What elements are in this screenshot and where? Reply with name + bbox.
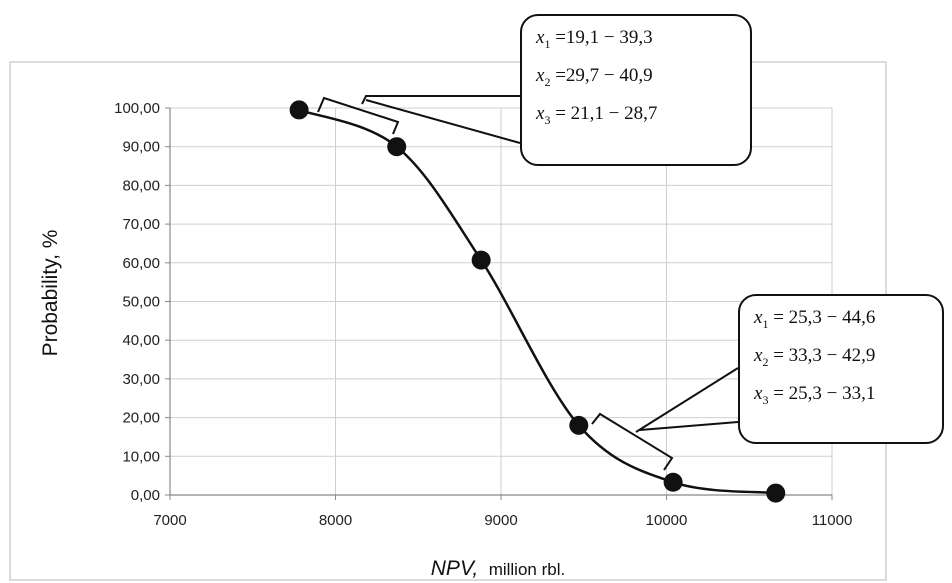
callout-2-leader (591, 367, 739, 471)
callout-var: x (536, 102, 545, 124)
callout-sub: 3 (762, 392, 769, 407)
y-tick-label: 60,00 (122, 255, 160, 272)
y-tick-label: 40,00 (122, 332, 160, 349)
data-point (289, 100, 309, 120)
x-axis-title-unit: million rbl. (489, 560, 566, 579)
callout-box-bottom: x1 = 25,3 − 44,6 x2 = 33,3 − 42,9 x3 = 2… (738, 294, 944, 444)
y-tick-label: 80,00 (122, 177, 160, 194)
callout-line: x2 =29,7 − 40,9 (536, 60, 736, 98)
callout-sub: 1 (544, 36, 551, 51)
x-tick-label: 11000 (812, 512, 853, 529)
y-tick-label: 0,00 (131, 487, 160, 504)
callout-line: x3 = 21,1 − 28,7 (536, 98, 736, 136)
y-tick-labels: 0,00 10,00 20,00 30,00 40,00 50,00 60,00 70,00 8… (114, 100, 160, 504)
callout-range: =19,1 − 39,3 (555, 27, 653, 48)
callout-range: = 33,3 − 42,9 (773, 344, 876, 366)
x-tick-label: 7000 (153, 512, 186, 529)
callout-var: x (536, 64, 545, 86)
callout-var: x (754, 344, 763, 366)
y-tick-label: 100,00 (114, 100, 160, 117)
callout-sub: 3 (544, 112, 551, 127)
y-tick-label: 70,00 (122, 216, 160, 233)
callout-range: = 25,3 − 33,1 (773, 382, 876, 404)
axes (165, 107, 833, 500)
x-axis-title-npv: NPV, (431, 557, 478, 580)
data-point (663, 472, 683, 492)
x-tick-label: 9000 (484, 512, 517, 529)
callout-range: = 25,3 − 44,6 (773, 307, 876, 328)
data-point (471, 250, 491, 270)
x-axis-title: NPV, million rbl. (431, 557, 565, 580)
callout-sub: 2 (544, 74, 551, 89)
callout-range: = 21,1 − 28,7 (555, 102, 658, 124)
y-tick-label: 30,00 (122, 371, 160, 388)
callout-sub: 2 (762, 354, 769, 369)
callout-line: x3 = 25,3 − 33,1 (754, 378, 928, 416)
x-tick-labels: 7000 8000 9000 10000 11000 (153, 512, 852, 529)
callout-var: x (754, 307, 763, 328)
x-tick-label: 8000 (319, 512, 352, 529)
callout-sub: 1 (762, 316, 769, 331)
callout-1-leader (317, 95, 521, 144)
data-point (387, 137, 407, 157)
callout-line: x1 =19,1 − 39,3 (536, 22, 736, 60)
callout-box-top: x1 =19,1 − 39,3 x2 =29,7 − 40,9 x3 = 21,… (520, 14, 752, 166)
callout-var: x (536, 27, 545, 48)
callout-line: x2 = 33,3 − 42,9 (754, 340, 928, 378)
callout-line: x1 = 25,3 − 44,6 (754, 302, 928, 340)
y-tick-label: 10,00 (122, 448, 160, 465)
data-point (569, 415, 589, 435)
data-point (766, 483, 786, 503)
data-points (289, 100, 786, 503)
callout-var: x (754, 382, 763, 404)
callout-range: =29,7 − 40,9 (555, 64, 653, 86)
x-tick-label: 10000 (646, 512, 688, 529)
y-tick-label: 50,00 (122, 294, 160, 311)
y-axis-title: Probability, % (39, 230, 62, 357)
y-tick-label: 20,00 (122, 410, 160, 427)
y-tick-label: 90,00 (122, 139, 160, 156)
